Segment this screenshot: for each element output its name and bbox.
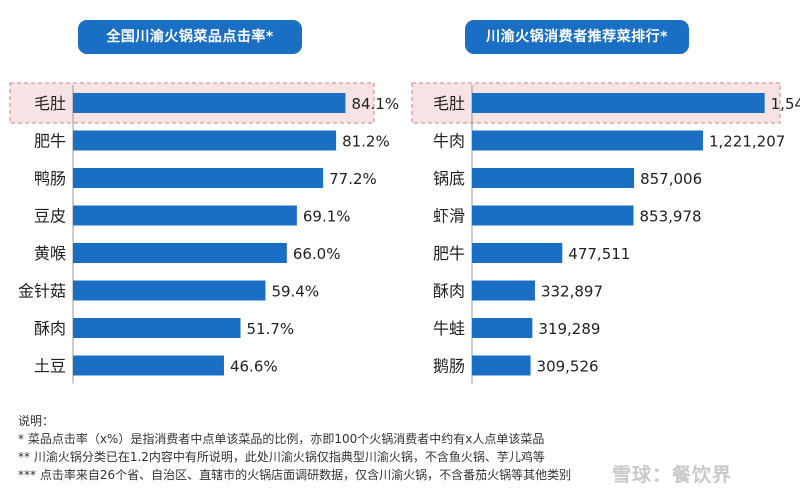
left-bar [73, 93, 346, 113]
left-bar [73, 243, 287, 263]
left-category-label: 毛肚 [34, 94, 66, 113]
left-value-label: 66.0% [293, 245, 341, 263]
right-category-label: 牛肉 [433, 132, 465, 151]
left-value-label: 46.6% [230, 358, 278, 376]
right-category-label: 酥肉 [433, 282, 465, 301]
left-chart-title: 全国川渝火锅菜品点击率* [78, 20, 302, 54]
left-category-label: 土豆 [34, 357, 66, 376]
right-category-label: 牛蛙 [433, 319, 465, 338]
left-bar [73, 355, 224, 376]
left-category-label: 酥肉 [34, 319, 66, 338]
right-value-label: 309,526 [537, 358, 599, 376]
right-bar [472, 243, 563, 263]
right-value-label: 853,978 [640, 208, 702, 226]
left-category-label: 肥牛 [34, 132, 66, 151]
left-bar [73, 205, 297, 226]
right-value-label: 332,897 [541, 283, 603, 301]
left-bar [73, 318, 241, 338]
notes-heading: 说明： [18, 414, 55, 428]
right-bar [472, 355, 531, 376]
right-category-label: 毛肚 [433, 94, 465, 113]
right-category-label: 锅底 [433, 169, 465, 188]
right-value-label: 477,511 [568, 245, 630, 263]
right-value-label: 1,221,207 [709, 133, 785, 151]
right-value-label: 857,006 [640, 170, 702, 188]
left-category-label: 鸭肠 [34, 169, 66, 188]
right-category-label: 肥牛 [433, 244, 465, 263]
right-bar [472, 93, 765, 113]
left-value-label: 51.7% [247, 320, 295, 338]
right-category-label: 虾滑 [433, 207, 465, 226]
right-bar [472, 205, 634, 226]
left-value-label: 69.1% [303, 208, 351, 226]
note-line-3: *** 点击率来自26个省、自治区、直辖市的火锅店面调研数据，仅含川渝火锅，不含… [18, 468, 572, 482]
left-value-label: 77.2% [329, 170, 377, 188]
left-category-label: 黄喉 [34, 244, 66, 263]
charts-canvas: 毛肚 84.1% 肥牛 81.2% 鸭肠 77.2% 豆皮 69.1% 黄喉 66.0% 金针菇 59… [9, 82, 800, 384]
watermark: 雪球：餐饮界 [612, 464, 733, 486]
left-bar [73, 280, 266, 301]
notes-block: 说明： * 菜品点击率（x%）是指消费者中点单该菜品的比例，亦即100个火锅消费… [18, 412, 618, 484]
note-line-2: ** 川渝火锅分类已在1.2内容中有所说明，此处川渝火锅仅指典型川渝火锅，不含鱼… [18, 450, 545, 464]
right-value-label: 1,547,361 [771, 95, 800, 113]
right-bar [472, 168, 635, 188]
left-value-label: 59.4% [271, 283, 319, 301]
note-line-1: * 菜品点击率（x%）是指消费者中点单该菜品的比例，亦即100个火锅消费者中约有… [18, 432, 545, 446]
left-bar [73, 168, 324, 188]
left-value-label: 84.1% [351, 95, 399, 113]
right-bar [472, 280, 535, 301]
left-bar [73, 130, 337, 151]
right-value-label: 319,289 [538, 320, 600, 338]
left-category-label: 金针菇 [18, 282, 66, 301]
right-bar [472, 318, 533, 338]
left-value-label: 81.2% [342, 133, 390, 151]
left-category-label: 豆皮 [34, 207, 66, 226]
right-category-label: 鹅肠 [433, 357, 465, 376]
right-chart-title: 川渝火锅消费者推荐菜排行* [465, 20, 689, 54]
right-bar [472, 130, 703, 151]
